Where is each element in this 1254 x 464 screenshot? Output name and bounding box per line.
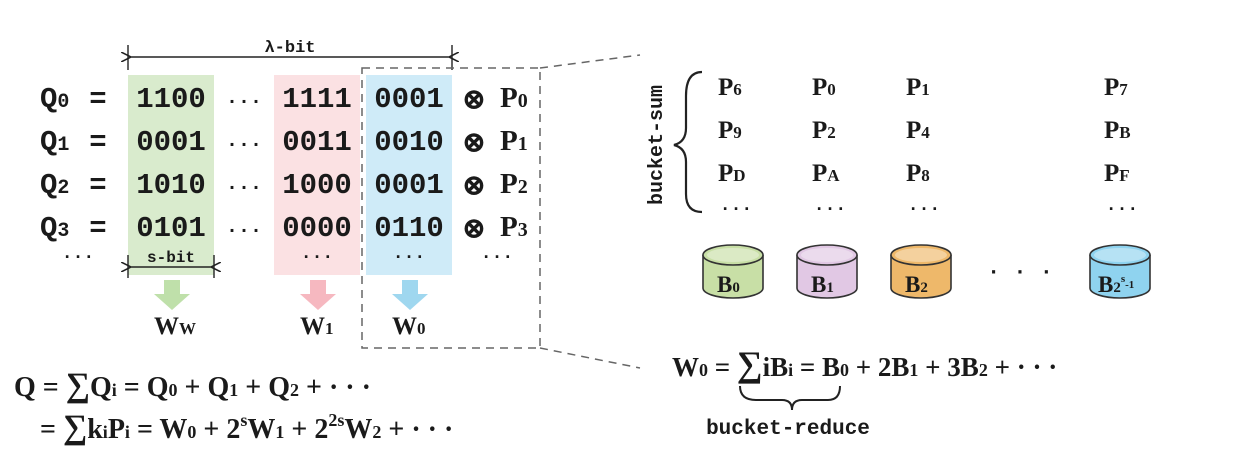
bucket-point: P1 xyxy=(906,74,930,101)
bucket-label: B1 xyxy=(811,272,834,297)
bucket-sum-brace xyxy=(673,70,703,214)
otimes-symbol: ⊗ xyxy=(461,83,486,116)
window-ww-bits: 1100 xyxy=(136,83,206,116)
bucket-point: P4 xyxy=(906,117,930,144)
bucket-point: P2 xyxy=(812,117,836,144)
scalar-row: Q2 = 1010 ··· 1000 0001 ⊗ P2 xyxy=(40,168,528,202)
row-ellipsis: ··· xyxy=(226,91,262,114)
bucket-column-ellipsis: ··· xyxy=(908,200,940,220)
lambda-bit-dimension: λ-bit xyxy=(128,39,452,70)
window-w0-bits: 0001 xyxy=(374,169,444,202)
otimes-symbol: ⊗ xyxy=(461,212,486,245)
bucket-cylinder: B2 xyxy=(890,244,952,299)
buckets: B0 B1 B2 B2s-1 xyxy=(702,244,1151,299)
bucket-point: PB xyxy=(1104,117,1131,144)
scalar-label: Q0 xyxy=(40,83,69,116)
bucket-point: P0 xyxy=(812,74,836,101)
point-label: P2 xyxy=(500,168,528,200)
bucket-point: PD xyxy=(718,160,746,187)
bucket-point: P9 xyxy=(718,117,742,144)
ellipsis-w1: ··· xyxy=(301,248,333,268)
q-window-formula: = ∑kiPi = W0 + 2sW1 + 22sW2 + · · · xyxy=(40,409,453,446)
bucket-label: B2 xyxy=(905,272,928,297)
w1-column-band xyxy=(274,75,360,275)
w1-label: W1 xyxy=(300,313,334,340)
bucket-label: B0 xyxy=(717,272,740,297)
ww-label: WW xyxy=(154,313,196,340)
s-bit-label: s-bit xyxy=(147,249,195,267)
bucket-cylinder: B2s-1 xyxy=(1089,244,1151,299)
scalar-label: Q3 xyxy=(40,212,69,245)
zoom-box xyxy=(361,54,641,369)
equals-sign: = xyxy=(89,83,106,116)
scalar-label: Q2 xyxy=(40,169,69,202)
point-label: P1 xyxy=(500,125,528,157)
w0-down-arrow xyxy=(392,280,428,310)
bucket-point: PA xyxy=(812,160,840,187)
otimes-symbol: ⊗ xyxy=(461,126,486,159)
s-bit-dimension: s-bit xyxy=(128,249,214,278)
w0-formula: W0 = ∑iBi = B0 + 2B1 + 3B2 + · · · xyxy=(672,344,1057,384)
scalar-rows: Q0 = 1100 ··· 1111 0001 ⊗ P0 Q1 = 0001 ··· 0011 0010 ⊗… xyxy=(40,82,528,245)
window-w1-bits: 0000 xyxy=(282,212,352,245)
bucket-points-grid: P6 P0 P1 P7 P9 P2 P4 PB PD PA P8 PF ··· ··· ··· ··· xyxy=(718,74,1138,220)
window-labels: WW W1 W0 xyxy=(154,313,426,340)
bucket-point: P7 xyxy=(1104,74,1128,101)
bucket-point: P6 xyxy=(718,74,742,101)
window-w1-bits: 0011 xyxy=(282,126,352,159)
window-w1-bits: 1000 xyxy=(282,169,352,202)
row-ellipsis: ··· xyxy=(226,177,262,200)
scalar-row: Q1 = 0001 ··· 0011 0010 ⊗ P1 xyxy=(40,125,528,159)
ellipsis-w0: ··· xyxy=(393,248,425,268)
point-label: P0 xyxy=(500,82,528,114)
bucket-point: PF xyxy=(1104,160,1130,187)
w0-column-band xyxy=(366,75,452,275)
bucket-cylinder: B1 xyxy=(796,244,858,299)
bucket-sum-label: bucket-sum xyxy=(646,85,669,205)
equals-sign: = xyxy=(89,126,106,159)
ww-column-band xyxy=(128,75,214,275)
scalar-label: Q1 xyxy=(40,126,69,159)
lambda-bit-label: λ-bit xyxy=(264,39,315,58)
point-label: P3 xyxy=(500,211,528,243)
bucket-reduce-label: bucket-reduce xyxy=(706,418,870,441)
scalar-row: Q3 = 0101 ··· 0000 0110 ⊗ P3 xyxy=(40,211,528,245)
window-ww-bits: 0101 xyxy=(136,212,206,245)
w1-down-arrow xyxy=(300,280,336,310)
bucket-column-ellipsis: ··· xyxy=(720,200,752,220)
q-sum-formula: Q = ∑Qi = Q0 + Q1 + Q2 + · · · xyxy=(14,367,371,404)
w0-label: W0 xyxy=(392,313,426,340)
ww-down-arrow xyxy=(154,280,190,310)
equals-sign: = xyxy=(89,212,106,245)
ellipsis-row: ··· ··· ··· ··· xyxy=(62,248,513,268)
window-w1-bits: 1111 xyxy=(282,83,352,116)
bucket-label: B2s-1 xyxy=(1098,272,1134,297)
bucket-point: P8 xyxy=(906,160,930,187)
window-arrows xyxy=(154,280,428,310)
bucket-column-ellipsis: ··· xyxy=(814,200,846,220)
row-ellipsis: ··· xyxy=(226,134,262,157)
window-w0-bits: 0110 xyxy=(374,212,444,245)
equals-sign: = xyxy=(89,169,106,202)
window-ww-bits: 1010 xyxy=(136,169,206,202)
ellipsis-left: ··· xyxy=(62,248,94,268)
bucket-gap-dots: · · · xyxy=(987,260,1053,285)
bucket-column-ellipsis: ··· xyxy=(1106,200,1138,220)
bucket-reduce-brace xyxy=(739,385,841,411)
window-w0-bits: 0001 xyxy=(374,83,444,116)
window-ww-bits: 0001 xyxy=(136,126,206,159)
bucket-cylinder: B0 xyxy=(702,244,764,299)
ellipsis-right: ··· xyxy=(481,248,513,268)
row-ellipsis: ··· xyxy=(226,220,262,243)
scalar-row: Q0 = 1100 ··· 1111 0001 ⊗ P0 xyxy=(40,82,528,116)
otimes-symbol: ⊗ xyxy=(461,169,486,202)
window-w0-bits: 0010 xyxy=(374,126,444,159)
